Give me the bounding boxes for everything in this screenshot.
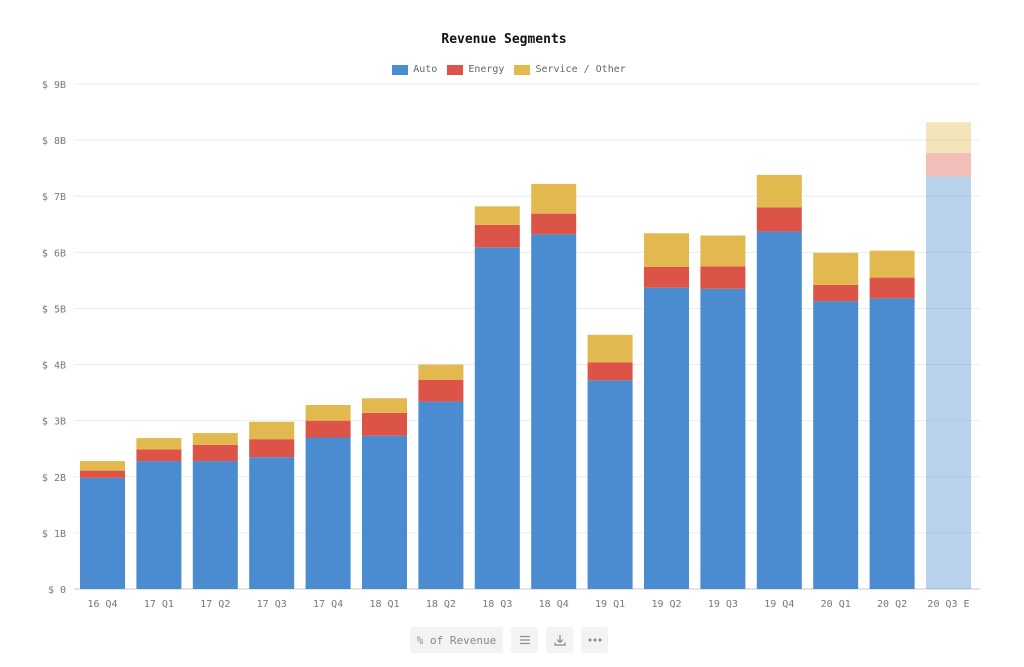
download-button[interactable] bbox=[546, 627, 573, 653]
legend-swatch-service-other bbox=[514, 64, 531, 75]
bar-segment-auto bbox=[418, 401, 464, 589]
bars bbox=[80, 122, 971, 590]
bar-segment-energy bbox=[80, 470, 125, 478]
bar-segment-energy bbox=[136, 449, 182, 462]
y-tick-label: $ 7B bbox=[42, 192, 66, 203]
bar-segment-auto bbox=[644, 287, 689, 589]
bar-segment-service-other bbox=[813, 252, 859, 285]
bar-segment-energy bbox=[249, 439, 295, 458]
bar-segment-energy bbox=[418, 379, 464, 402]
legend-item-auto[interactable]: Auto bbox=[392, 64, 437, 75]
x-tick-label: 17 Q1 bbox=[144, 599, 174, 610]
legend-label-service-other: Service / Other bbox=[535, 64, 626, 75]
y-tick-label: $ 8B bbox=[42, 136, 66, 147]
y-tick-label: $ 6B bbox=[42, 248, 66, 259]
bar-segment-energy bbox=[756, 207, 802, 232]
bar-segment-energy bbox=[869, 277, 915, 299]
bar-segment-energy bbox=[531, 213, 577, 235]
bar-segment-auto bbox=[756, 231, 802, 590]
x-tick-label: 16 Q4 bbox=[87, 599, 117, 610]
bar-segment-service-other bbox=[474, 206, 520, 225]
x-tick-label: 18 Q4 bbox=[539, 599, 569, 610]
x-tick-label: 20 Q3 E bbox=[927, 599, 969, 610]
bar-segment-energy bbox=[587, 362, 633, 381]
axes: $ 0 $ 1B $ 2B $ 3B $ 4B $ 5B $ 6B $ 7B $ 8B $ 9B 1… bbox=[42, 80, 970, 610]
bar-segment-service-other bbox=[192, 433, 238, 445]
y-tick-label: $ 0 bbox=[48, 585, 66, 596]
bar-segment-auto bbox=[249, 457, 295, 589]
bar-segment-service-other bbox=[926, 122, 971, 154]
bar-segment-auto bbox=[80, 477, 125, 589]
bar-segment-auto bbox=[192, 461, 238, 589]
bar-segment-auto bbox=[869, 298, 915, 589]
y-tick-label: $ 3B bbox=[42, 417, 66, 428]
legend-swatch-energy bbox=[447, 64, 464, 75]
x-tick-label: 18 Q1 bbox=[369, 599, 399, 610]
bar-segment-energy bbox=[474, 224, 520, 248]
bar-segment-service-other bbox=[700, 235, 746, 267]
list-button[interactable] bbox=[511, 627, 538, 653]
chart-title: Revenue Segments bbox=[441, 32, 567, 47]
bar-segment-service-other bbox=[362, 398, 407, 413]
y-tick-label: $ 9B bbox=[42, 80, 66, 91]
bar-segment-energy bbox=[192, 444, 238, 462]
legend-label-energy: Energy bbox=[468, 64, 505, 75]
chart-toolbar: % of Revenue bbox=[410, 627, 608, 653]
bar-segment-service-other bbox=[249, 421, 295, 440]
bar-segment-service-other bbox=[80, 461, 125, 471]
bar-segment-auto bbox=[813, 301, 859, 589]
bar-segment-service-other bbox=[587, 334, 633, 363]
legend-label-auto: Auto bbox=[413, 64, 438, 75]
legend-item-energy[interactable]: Energy bbox=[447, 64, 504, 75]
bar-segment-auto bbox=[136, 461, 182, 589]
bar-segment-auto bbox=[926, 176, 971, 590]
x-tick-label: 19 Q1 bbox=[595, 599, 625, 610]
bar-segment-auto bbox=[474, 247, 520, 590]
bar-segment-auto bbox=[700, 288, 746, 589]
bar-segment-auto bbox=[531, 234, 577, 589]
x-tick-label: 20 Q2 bbox=[877, 599, 907, 610]
bar-segment-service-other bbox=[305, 404, 351, 421]
x-tick-label: 18 Q2 bbox=[426, 599, 456, 610]
y-tick-label: $ 4B bbox=[42, 361, 66, 372]
bar-segment-auto bbox=[305, 437, 351, 589]
x-tick-label: 17 Q3 bbox=[257, 599, 287, 610]
list-icon bbox=[519, 635, 530, 645]
legend-swatch-auto bbox=[392, 64, 409, 75]
bar-segment-energy bbox=[362, 412, 407, 436]
x-tick-label: 19 Q3 bbox=[708, 599, 738, 610]
more-icon bbox=[588, 638, 601, 642]
more-button[interactable] bbox=[581, 627, 608, 653]
bar-segment-energy bbox=[644, 266, 689, 288]
bar-segment-service-other bbox=[644, 233, 689, 267]
bar-segment-service-other bbox=[136, 438, 182, 450]
bar-segment-energy bbox=[305, 420, 351, 438]
x-tick-label: 19 Q4 bbox=[764, 599, 794, 610]
y-tick-label: $ 2B bbox=[42, 473, 66, 484]
x-tick-label: 17 Q4 bbox=[313, 599, 343, 610]
x-tick-label: 20 Q1 bbox=[821, 599, 851, 610]
x-tick-label: 17 Q2 bbox=[200, 599, 230, 610]
percent-of-revenue-button[interactable]: % of Revenue bbox=[410, 627, 503, 653]
x-tick-label: 19 Q2 bbox=[651, 599, 681, 610]
bar-segment-auto bbox=[587, 380, 633, 589]
bar-segment-energy bbox=[813, 284, 859, 302]
bar-segment-energy bbox=[700, 266, 746, 289]
y-tick-label: $ 1B bbox=[42, 529, 66, 540]
bar-segment-service-other bbox=[531, 183, 577, 214]
bar-segment-service-other bbox=[869, 250, 915, 278]
bar-segment-service-other bbox=[418, 364, 464, 380]
y-tick-label: $ 5B bbox=[42, 304, 66, 315]
download-icon bbox=[553, 635, 566, 646]
x-tick-label: 18 Q3 bbox=[482, 599, 512, 610]
legend-item-service-other[interactable]: Service / Other bbox=[514, 64, 626, 75]
legend: Auto Energy Service / Other bbox=[0, 64, 1018, 75]
bar-segment-energy bbox=[926, 153, 971, 177]
bar-segment-auto bbox=[362, 435, 407, 589]
bar-segment-service-other bbox=[756, 174, 802, 208]
